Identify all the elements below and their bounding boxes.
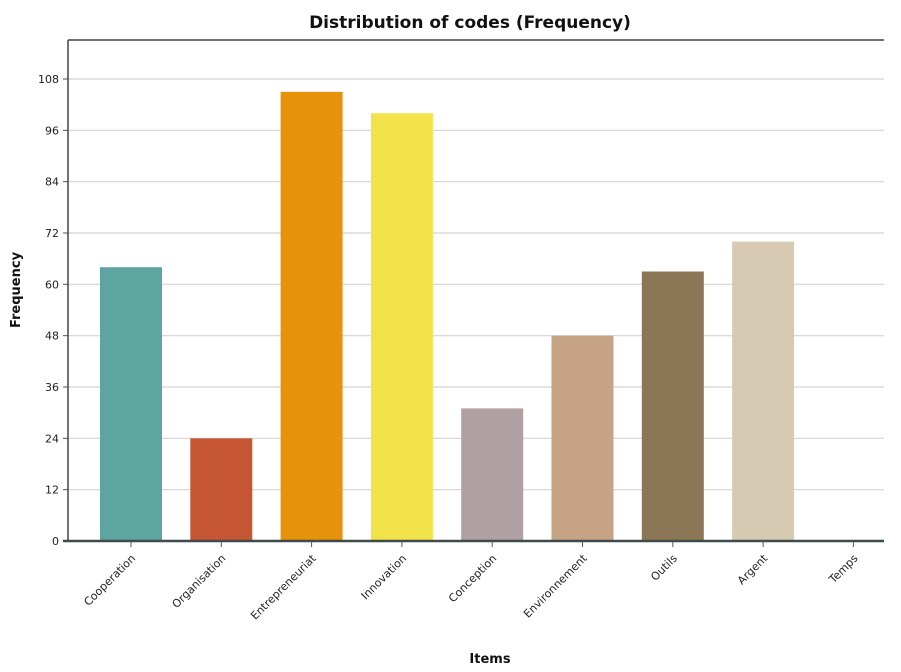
y-tick-label: 96 <box>45 124 59 137</box>
y-tick-label: 60 <box>45 278 59 291</box>
y-tick-label: 0 <box>52 535 59 548</box>
x-axis-ticks: Cooperation Organisation Entrepreneuriat In… <box>81 541 861 622</box>
y-tick-label: 72 <box>45 227 59 240</box>
bar-cooperation <box>100 267 162 541</box>
x-tick-label: Cooperation <box>81 552 138 609</box>
bar-argent <box>732 241 795 542</box>
y-tick-label: 24 <box>45 432 59 445</box>
y-axis-ticks: 0 12 24 36 48 60 72 84 96 108 <box>38 73 68 548</box>
bar-innovation <box>370 113 433 541</box>
x-tick-label: Temps <box>826 552 861 587</box>
chart-title: Distribution of codes (Frequency) <box>309 13 631 33</box>
x-tick-label: Innovation <box>359 552 409 602</box>
y-axis-title: Frequency <box>9 251 24 328</box>
x-tick-label: Organisation <box>170 552 229 611</box>
y-tick-label: 48 <box>45 330 59 343</box>
axes <box>63 39 884 543</box>
y-tick-label: 36 <box>45 381 59 394</box>
bar-environnement <box>551 335 614 541</box>
x-tick-label: Entrepreneuriat <box>248 551 319 622</box>
x-axis-title: Items <box>469 652 510 667</box>
x-tick-label: Environnement <box>521 551 590 620</box>
y-tick-label: 84 <box>45 176 59 189</box>
bars <box>100 91 795 542</box>
y-tick-label: 108 <box>38 73 59 86</box>
bar-organisation <box>190 438 253 541</box>
bar-conception <box>461 408 524 541</box>
x-tick-label: Conception <box>446 552 499 605</box>
x-tick-label: Outils <box>648 552 680 584</box>
y-tick-label: 12 <box>45 484 59 497</box>
bar-entrepreneuriat <box>280 91 343 541</box>
x-tick-label: Argent <box>735 551 771 587</box>
bar-outils <box>641 271 704 541</box>
